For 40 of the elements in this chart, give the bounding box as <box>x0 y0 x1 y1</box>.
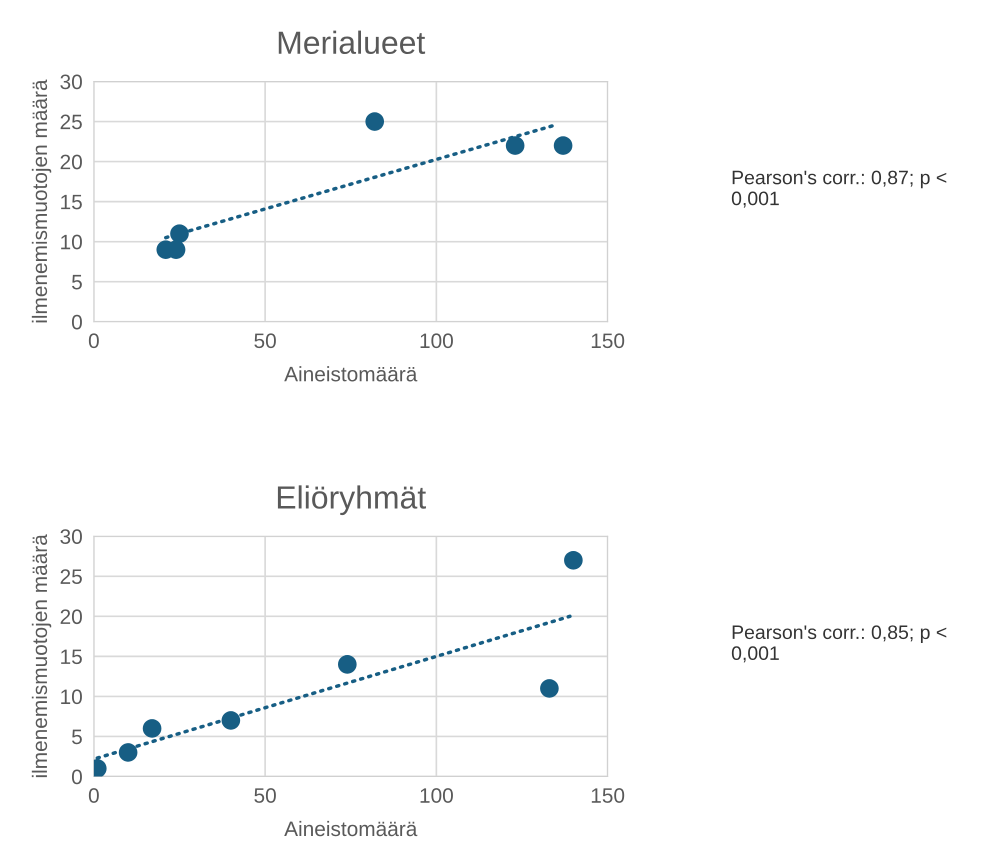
point <box>564 550 583 570</box>
point <box>554 136 572 155</box>
chart-title: Merialueet <box>278 30 426 54</box>
y-axis-title: ilmenemismuotojen määrä <box>32 534 52 778</box>
point <box>338 655 357 674</box>
chart-title: Eliöryhmät <box>278 485 426 516</box>
y-tick-label: 15 <box>61 650 82 664</box>
x-tick-label: 100 <box>420 333 453 348</box>
y-tick-label: 15 <box>61 194 82 210</box>
y-tick-label: 5 <box>72 730 82 744</box>
y-tick-label: 0 <box>72 769 82 784</box>
y-tick-label: 5 <box>72 274 82 290</box>
point <box>118 743 138 762</box>
x-tick-label: 0 <box>88 788 99 803</box>
point <box>506 136 524 155</box>
x-tick-label: 0 <box>88 333 99 348</box>
y-tick-label: 10 <box>61 234 82 250</box>
y-tick-label: 10 <box>61 689 82 704</box>
text: Pearson's corr.: 0,85; p < 0,001 <box>732 625 946 662</box>
point <box>540 679 559 698</box>
x-tick-label: 150 <box>592 333 624 348</box>
x-tick-label: 50 <box>254 333 276 348</box>
x-tick-label: 50 <box>254 788 276 803</box>
x-axis-title: Aineistomäärä <box>284 366 418 382</box>
point <box>170 224 189 243</box>
y-tick-label: 25 <box>60 569 82 584</box>
x-axis-title: Aineistomäärä <box>284 820 418 836</box>
y-tick-label: 25 <box>60 114 82 130</box>
y-tick-label: 30 <box>60 74 82 90</box>
point <box>365 112 384 131</box>
y-axis-title: ilmenemismuotojen määrä <box>32 79 52 322</box>
y-tick-label: 30 <box>60 529 82 544</box>
x-tick-label: 100 <box>420 788 453 803</box>
text: Pearson's corr.: 0,87; p < 0,001 <box>732 170 946 208</box>
x-tick-label: 150 <box>592 788 624 803</box>
point <box>142 719 162 738</box>
point <box>222 711 240 730</box>
y-tick-label: 20 <box>60 609 82 624</box>
y-tick-label: 0 <box>72 314 82 330</box>
y-tick-label: 20 <box>60 154 82 170</box>
